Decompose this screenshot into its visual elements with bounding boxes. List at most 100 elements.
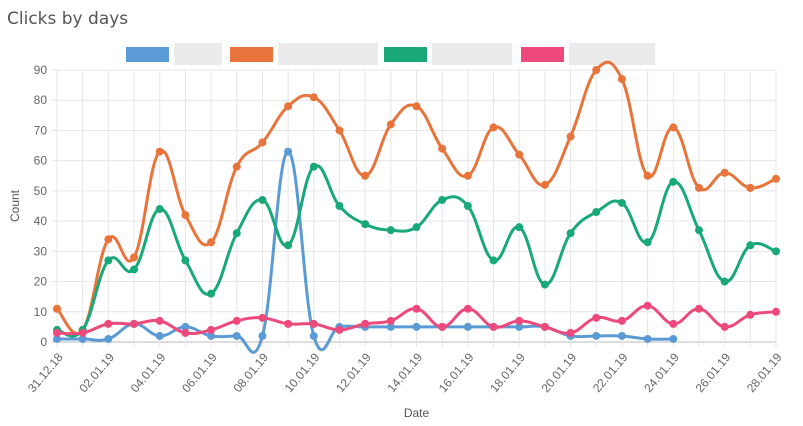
data-point <box>412 322 421 331</box>
legend-swatch[interactable] <box>521 47 564 62</box>
data-point <box>258 138 267 147</box>
data-point <box>181 211 190 220</box>
x-tick-label: 18.01.19 <box>487 350 528 395</box>
y-tick-label: 50 <box>34 184 48 198</box>
data-point <box>592 66 601 74</box>
data-point <box>772 174 780 183</box>
y-tick-label: 10 <box>34 305 48 319</box>
y-tick-label: 80 <box>34 93 48 107</box>
data-point <box>284 319 293 328</box>
data-point <box>53 328 61 337</box>
data-point <box>155 205 164 214</box>
data-point <box>617 75 626 84</box>
x-tick-label: 28.01.19 <box>744 350 785 395</box>
data-point <box>309 319 318 328</box>
data-point <box>566 229 575 238</box>
data-point <box>207 289 216 298</box>
data-point <box>335 126 344 135</box>
legend-label-box[interactable] <box>278 43 378 65</box>
y-tick-label: 20 <box>34 275 48 289</box>
data-point <box>643 238 652 247</box>
series-4 <box>53 301 780 337</box>
y-axis-label: Count <box>8 189 22 222</box>
data-point <box>104 235 113 244</box>
data-point <box>617 316 626 325</box>
data-point <box>694 183 703 192</box>
data-point <box>104 319 113 328</box>
data-point <box>438 322 447 331</box>
x-tick-label: 06.01.19 <box>179 350 220 395</box>
data-point <box>669 319 678 328</box>
data-point <box>207 325 216 334</box>
x-axis-label: Date <box>404 406 430 420</box>
data-point <box>361 220 370 229</box>
y-tick-label: 90 <box>34 63 48 77</box>
data-point <box>258 195 267 204</box>
data-point <box>412 223 421 232</box>
x-tick-label: 12.01.19 <box>333 350 374 395</box>
data-point <box>592 208 601 217</box>
data-point <box>463 322 472 331</box>
data-point <box>438 144 447 153</box>
data-point <box>181 328 190 337</box>
legend-swatch[interactable] <box>230 47 273 62</box>
data-point <box>335 325 344 334</box>
x-tick-label: 26.01.19 <box>693 350 734 395</box>
data-point <box>720 322 729 331</box>
data-point <box>669 177 678 186</box>
data-point <box>207 238 216 247</box>
data-point <box>155 331 164 340</box>
data-point <box>155 147 164 156</box>
x-tick-label: 14.01.19 <box>384 350 425 395</box>
data-point <box>772 307 780 316</box>
x-tick-label: 08.01.19 <box>230 350 271 395</box>
legend-swatch[interactable] <box>384 47 427 62</box>
legend-label-box[interactable] <box>569 43 655 65</box>
data-point <box>592 331 601 340</box>
x-tick-label: 10.01.19 <box>282 350 323 395</box>
legend-swatch[interactable] <box>126 47 169 62</box>
data-point <box>489 322 498 331</box>
data-point <box>720 277 729 286</box>
data-point <box>720 168 729 177</box>
axes: 0 10 20 30 40 50 60 70 80 90 31.12.18 02.01.19 04.01… <box>25 63 785 395</box>
data-point <box>746 241 755 250</box>
data-point <box>412 102 421 111</box>
data-point <box>130 319 139 328</box>
data-point <box>258 331 267 340</box>
x-tick-label: 31.12.18 <box>25 350 66 395</box>
data-point <box>258 313 267 322</box>
x-tick-label: 02.01.19 <box>76 350 117 395</box>
data-point <box>643 171 652 180</box>
data-point <box>284 102 293 111</box>
data-point <box>361 319 370 328</box>
data-point <box>489 256 498 265</box>
data-point <box>232 316 241 325</box>
data-point <box>540 180 549 189</box>
legend-label-box[interactable] <box>174 43 222 65</box>
data-point <box>335 202 344 210</box>
data-point <box>746 310 755 319</box>
data-point <box>181 256 190 265</box>
data-point <box>515 150 524 159</box>
data-point <box>78 328 87 337</box>
data-point <box>309 93 318 102</box>
data-point <box>463 202 472 210</box>
data-point <box>232 162 241 171</box>
data-point <box>386 316 395 325</box>
series-layer <box>53 60 780 354</box>
legend[interactable] <box>126 43 655 65</box>
data-point <box>643 334 652 343</box>
data-point <box>309 162 318 171</box>
y-tick-label: 30 <box>34 244 48 258</box>
data-point <box>130 265 139 274</box>
x-tick-label: 24.01.19 <box>641 350 682 395</box>
data-point <box>386 120 395 129</box>
legend-label-box[interactable] <box>432 43 512 65</box>
y-tick-label: 60 <box>34 154 48 168</box>
y-tick-label: 40 <box>34 214 48 228</box>
data-point <box>617 198 626 207</box>
y-tick-label: 0 <box>40 335 47 349</box>
data-point <box>489 123 498 132</box>
